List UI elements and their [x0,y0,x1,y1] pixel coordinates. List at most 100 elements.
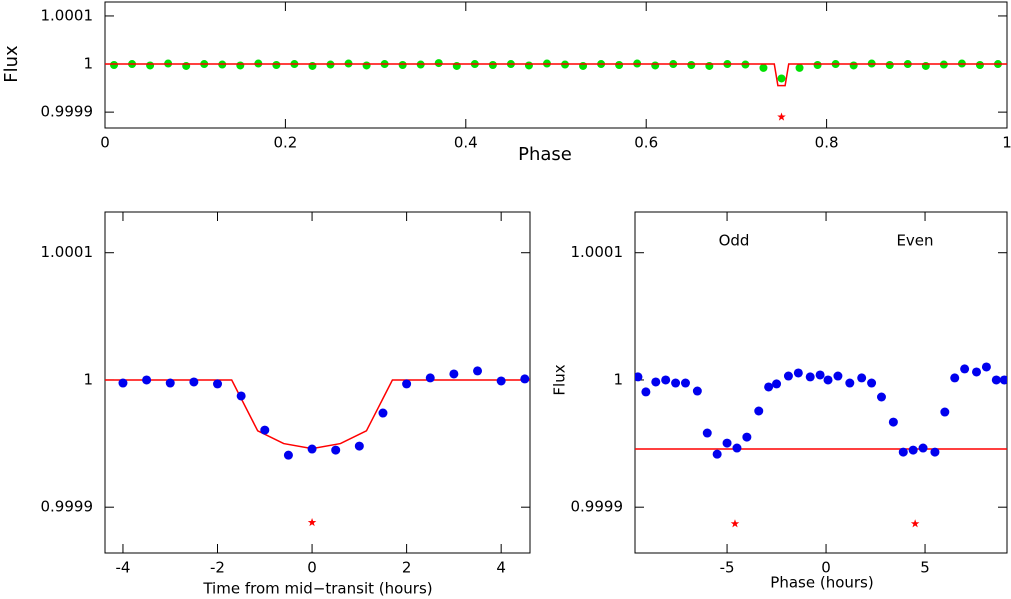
plot-area [105,59,1007,121]
x-tick-label: -4 [115,559,130,577]
x-tick-label: 0.4 [454,134,478,152]
binned-point [362,61,371,70]
binned-point [777,74,786,83]
model-line [105,63,1007,87]
binned-point [793,368,803,378]
plot-frame [634,211,1008,554]
x-tick-label: 5 [920,559,930,577]
x-axis-label: Phase (hours) [770,574,873,592]
binned-point [236,61,245,70]
x-axis-label: Phase [518,144,572,165]
x-tick-label: 4 [496,559,506,577]
binned-point [520,374,530,384]
binned-point [354,441,364,451]
binned-point [402,379,412,389]
binned-point [213,379,223,389]
annotation: Even [896,232,933,250]
binned-point [496,376,506,386]
binned-point [921,61,930,70]
binned-point [991,375,1001,385]
binned-point [885,61,894,69]
binned-point [783,371,793,381]
y-tick-label: 1 [83,55,93,73]
y-tick-label: 1.0001 [41,243,94,261]
binned-point [425,373,435,383]
binned-point [823,375,833,385]
binned-point [908,445,918,455]
x-tick-label: 0.2 [273,134,297,152]
binned-point [930,447,940,457]
x-tick-label: 0 [307,559,317,577]
binned-point [615,61,624,69]
x-tick-label: -5 [720,559,735,577]
binned-point [972,367,982,377]
star-marker [910,519,920,528]
binned-point [449,369,459,379]
y-tick-label: 0.9999 [41,103,94,121]
binned-point [759,63,768,72]
binned-point [142,375,152,385]
panel: -5 0 5 0.9999 1 1.0001 Phase (hours) Flux Odd Eve… [551,211,1008,592]
binned-point [488,61,497,69]
binned-point [857,373,867,383]
binned-point [378,408,388,418]
star-marker [730,519,740,528]
binned-point [981,362,991,372]
star-marker [307,517,317,527]
binned-point [849,61,858,70]
binned-point [473,366,483,376]
binned-point [732,443,742,453]
binned-point [705,61,714,70]
binned-point [524,61,533,70]
y-tick-label: 1 [83,370,93,388]
binned-point [307,444,317,454]
x-tick-label: 0.6 [634,134,658,152]
binned-point [888,417,898,427]
model-line [105,379,530,450]
x-tick-label: 0.8 [815,134,839,152]
binned-point [813,61,822,69]
binned-point [712,449,722,459]
binned-point [635,372,643,382]
plot-frame [104,211,531,554]
binned-point [272,61,281,69]
x-axis-label: Time from mid−transit (hours) [202,580,432,598]
y-tick-label: 0.9999 [41,498,94,516]
plot-area [105,366,530,527]
binned-point [189,377,199,387]
binned-point [182,61,191,70]
y-axis-label: Flux [1,45,22,83]
binned-point [722,438,732,448]
binned-point [283,450,293,460]
binned-point [815,370,825,380]
binned-point [651,61,660,70]
y-tick-label: 1 [613,370,623,388]
binned-point [118,378,128,388]
binned-point [960,364,970,374]
binned-point [687,61,696,69]
x-tick-label: 2 [402,559,412,577]
binned-point [876,392,886,402]
binned-point [308,61,317,70]
binned-point [805,372,815,382]
binned-point [110,61,119,69]
binned-point [331,445,341,455]
x-tick-label: -2 [210,559,225,577]
y-tick-label: 1.0001 [571,243,624,261]
binned-point [867,378,877,388]
binned-point [661,375,671,385]
binned-point [975,61,984,69]
binned-point [754,406,764,416]
plot-area [635,362,1007,528]
binned-point [999,375,1007,385]
x-tick-label: 0 [100,134,110,152]
binned-point [764,382,774,392]
binned-point [398,61,407,69]
annotation: Odd [719,232,750,250]
binned-point [918,443,928,453]
panel: 0 0.2 0.4 0.6 0.8 1 0.9999 1 1.0001 Phase Flux [1,1,1011,165]
binned-point [434,59,443,68]
binned-point [702,428,712,438]
binned-point [452,61,461,70]
